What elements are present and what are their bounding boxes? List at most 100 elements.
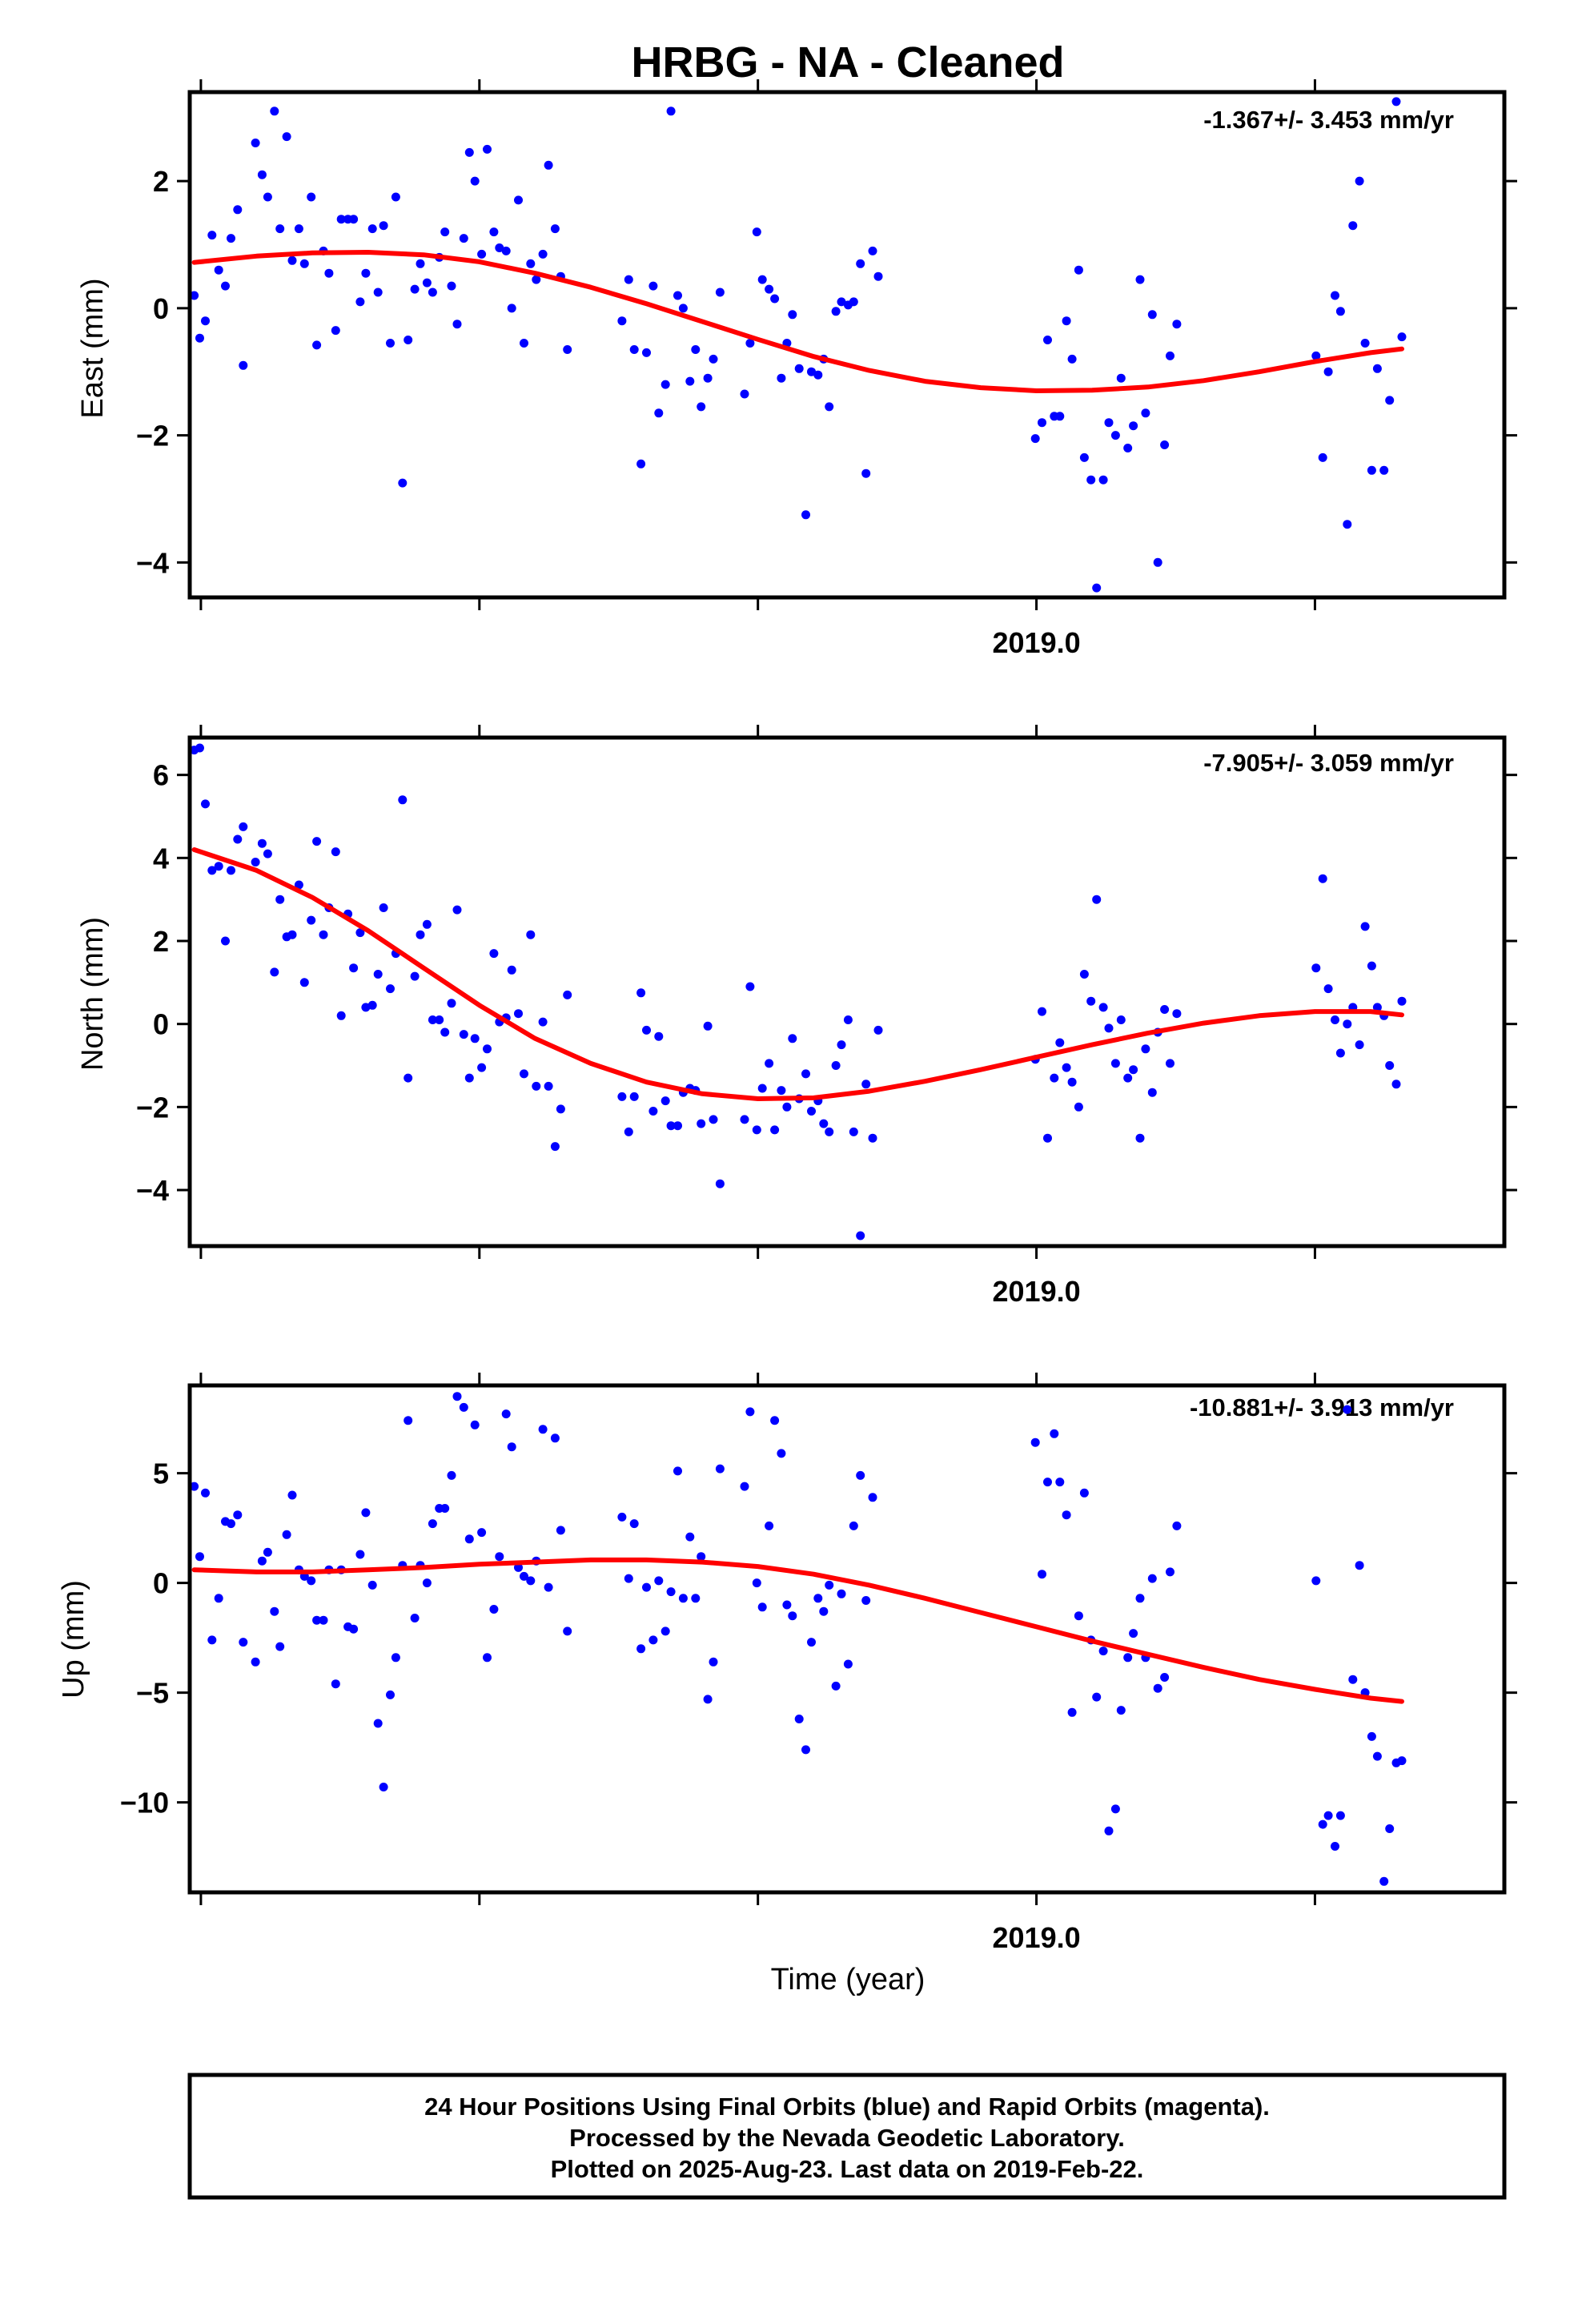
east-data-point bbox=[1166, 351, 1174, 360]
east-data-point bbox=[1397, 332, 1407, 342]
east-data-point bbox=[1331, 291, 1339, 300]
east-data-point bbox=[1055, 412, 1065, 421]
north-data-point bbox=[233, 834, 243, 844]
east-data-point bbox=[1123, 444, 1133, 452]
east-data-point bbox=[642, 348, 651, 357]
north-data-point bbox=[464, 1073, 474, 1083]
north-data-point bbox=[648, 1107, 658, 1116]
north-data-point bbox=[227, 866, 235, 875]
up-data-point bbox=[1104, 1826, 1114, 1835]
north-data-point bbox=[1055, 1038, 1065, 1047]
east-data-point bbox=[538, 249, 548, 259]
up-data-point bbox=[1092, 1692, 1102, 1702]
north-data-point bbox=[1323, 984, 1333, 994]
up-data-point bbox=[428, 1519, 437, 1529]
up-data-point bbox=[239, 1638, 248, 1647]
up-data-point bbox=[642, 1582, 651, 1592]
east-data-point bbox=[336, 215, 346, 224]
up-data-point bbox=[1335, 1811, 1345, 1820]
north-data-point bbox=[1311, 963, 1321, 973]
east-data-point bbox=[1355, 176, 1364, 186]
up-y-tick-label: 5 bbox=[153, 1458, 169, 1490]
east-data-point bbox=[1335, 307, 1345, 316]
east-data-point bbox=[361, 268, 371, 278]
up-data-point bbox=[464, 1534, 474, 1544]
up-data-point bbox=[629, 1519, 639, 1529]
up-data-point bbox=[355, 1550, 365, 1559]
north-data-point bbox=[757, 1084, 767, 1093]
up-data-point bbox=[373, 1719, 383, 1728]
east-data-point bbox=[195, 333, 204, 343]
north-data-point bbox=[459, 1030, 468, 1039]
up-data-point bbox=[678, 1594, 688, 1603]
north-data-point bbox=[629, 1092, 639, 1101]
east-data-point bbox=[873, 271, 883, 281]
up-data-point bbox=[1079, 1488, 1089, 1498]
east-data-point bbox=[1372, 364, 1382, 373]
north-data-point bbox=[1116, 1015, 1126, 1024]
north-data-point bbox=[819, 1119, 829, 1128]
up-data-point bbox=[856, 1470, 865, 1480]
up-data-point bbox=[740, 1482, 749, 1491]
up-data-point bbox=[331, 1679, 340, 1689]
north-data-point bbox=[526, 930, 536, 939]
up-data-point bbox=[1074, 1611, 1083, 1621]
up-data-point bbox=[1153, 1683, 1162, 1693]
up-data-point bbox=[685, 1532, 695, 1542]
east-data-point bbox=[617, 316, 627, 326]
east-data-point bbox=[464, 147, 474, 157]
up-data-point bbox=[661, 1626, 670, 1636]
up-data-point bbox=[526, 1576, 536, 1586]
north-y-tick-label: 6 bbox=[153, 759, 169, 792]
north-data-point bbox=[1391, 1080, 1401, 1089]
north-data-point bbox=[422, 919, 432, 929]
north-data-point bbox=[849, 1127, 858, 1136]
up-data-point bbox=[483, 1653, 492, 1663]
east-data-point bbox=[501, 246, 511, 255]
footer-line-2: Processed by the Nevada Geodetic Laborat… bbox=[569, 2124, 1125, 2152]
north-data-point bbox=[697, 1119, 706, 1128]
up-data-point bbox=[1331, 1842, 1339, 1851]
north-data-point bbox=[355, 928, 365, 938]
north-data-point bbox=[214, 862, 223, 871]
up-data-point bbox=[807, 1638, 816, 1647]
north-data-point bbox=[201, 799, 210, 809]
east-data-point bbox=[447, 281, 456, 291]
north-data-point bbox=[1141, 1044, 1150, 1054]
north-data-point bbox=[1343, 1019, 1352, 1029]
north-x-tick-label: 2019.0 bbox=[993, 1275, 1081, 1308]
up-data-point bbox=[697, 1552, 706, 1562]
north-data-point bbox=[807, 1107, 816, 1116]
footer-line-1: 24 Hour Positions Using Final Orbits (bl… bbox=[424, 2093, 1270, 2121]
up-data-point bbox=[404, 1416, 413, 1425]
east-data-point bbox=[1038, 418, 1046, 428]
north-data-point bbox=[257, 838, 267, 848]
east-data-point bbox=[227, 234, 235, 243]
up-data-point bbox=[489, 1605, 499, 1614]
north-data-point bbox=[532, 1081, 541, 1091]
east-data-point bbox=[1116, 373, 1126, 383]
north-data-point bbox=[752, 1125, 761, 1135]
up-data-point bbox=[868, 1493, 877, 1502]
up-data-point bbox=[440, 1504, 450, 1513]
east-data-point bbox=[507, 304, 516, 313]
east-data-point bbox=[544, 160, 553, 170]
north-data-point bbox=[336, 1011, 346, 1020]
east-data-point bbox=[1318, 452, 1327, 462]
north-fit-line bbox=[191, 847, 1404, 1101]
east-data-point bbox=[349, 215, 359, 224]
up-data-point bbox=[861, 1596, 871, 1605]
up-data-point bbox=[263, 1547, 272, 1557]
east-data-point bbox=[331, 326, 340, 336]
east-data-point bbox=[257, 170, 267, 179]
up-data-point bbox=[703, 1695, 713, 1704]
north-data-point bbox=[287, 930, 297, 939]
north-data-point bbox=[373, 970, 383, 979]
east-data-point bbox=[207, 231, 217, 240]
up-data-point bbox=[1147, 1574, 1157, 1583]
east-y-tick-label: −4 bbox=[136, 546, 169, 579]
north-data-point bbox=[563, 990, 572, 999]
east-data-point bbox=[757, 275, 767, 284]
north-y-tick-label: −2 bbox=[136, 1091, 169, 1124]
north-data-point bbox=[263, 849, 272, 858]
